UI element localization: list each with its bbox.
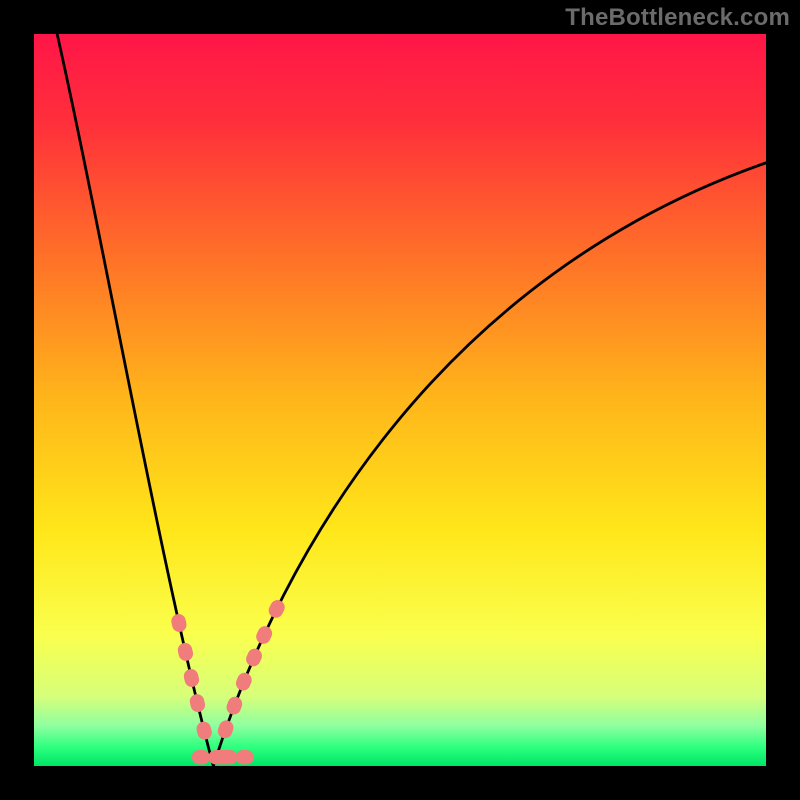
gradient-background — [34, 34, 766, 766]
chart-svg — [34, 34, 766, 766]
marker-floor — [236, 750, 254, 764]
root: TheBottleneck.com — [0, 0, 800, 800]
marker-floor — [192, 750, 210, 764]
chart-plot-area — [34, 34, 766, 766]
marker-floor — [208, 750, 237, 764]
watermark-text: TheBottleneck.com — [565, 4, 790, 32]
